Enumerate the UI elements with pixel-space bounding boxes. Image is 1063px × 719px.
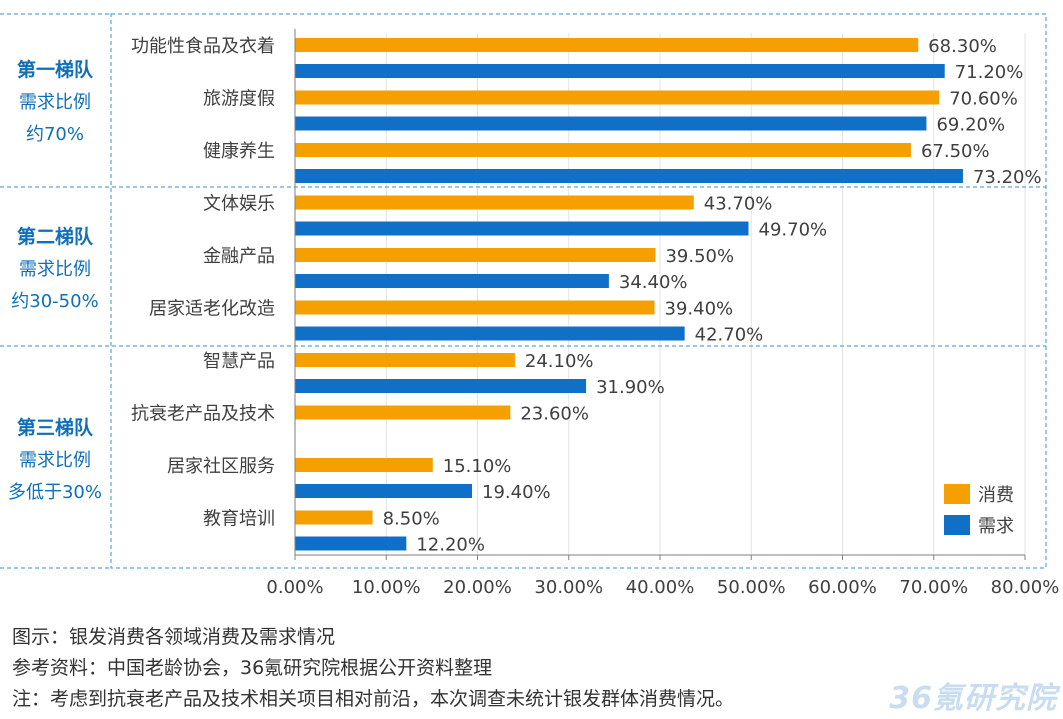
- data-label-consume: 67.50%: [921, 141, 990, 162]
- bar-consume: [295, 195, 694, 210]
- data-label-demand: 42.70%: [695, 325, 764, 346]
- category-label: 教育培训: [203, 509, 275, 530]
- bar-demand: [295, 274, 609, 288]
- category-label: 健康养生: [203, 141, 275, 162]
- category-label: 抗衰老产品及技术: [131, 404, 275, 425]
- bar-consume: [295, 90, 940, 105]
- category-label: 居家适老化改造: [149, 299, 275, 320]
- data-label-consume: 8.50%: [383, 509, 440, 530]
- x-tick-label: 10.00%: [352, 577, 421, 598]
- x-tick-label: 60.00%: [808, 577, 877, 598]
- bar-consume: [295, 405, 511, 420]
- category-label: 居家社区服务: [167, 456, 275, 477]
- tier-range: 约70%: [26, 124, 84, 145]
- x-tick-label: 40.00%: [626, 577, 695, 598]
- tier-desc: 需求比例: [19, 259, 91, 280]
- data-label-demand: 34.40%: [619, 272, 688, 293]
- x-tick-label: 20.00%: [443, 577, 512, 598]
- data-label-demand: 31.90%: [596, 377, 665, 398]
- category-label: 文体娱乐: [203, 194, 275, 215]
- bar-consume: [295, 143, 911, 157]
- tier-title: 第一梯队: [17, 58, 94, 81]
- data-label-consume: 39.40%: [665, 299, 734, 320]
- tier-range: 约30-50%: [11, 291, 98, 312]
- data-label-consume: 68.30%: [928, 36, 997, 57]
- bar-consume: [295, 353, 515, 367]
- tier-title: 第二梯队: [17, 225, 94, 248]
- data-label-consume: 23.60%: [520, 404, 589, 425]
- tier-title: 第三梯队: [17, 416, 94, 439]
- bar-demand: [295, 116, 927, 131]
- data-label-demand: 73.20%: [973, 167, 1042, 188]
- bar-demand: [295, 221, 749, 236]
- legend-label: 消费: [978, 485, 1014, 506]
- x-tick-label: 80.00%: [991, 577, 1060, 598]
- data-label-demand: 71.20%: [955, 62, 1024, 83]
- x-tick-label: 30.00%: [534, 577, 603, 598]
- x-tick-label: 0.00%: [266, 577, 323, 598]
- category-label: 旅游度假: [203, 89, 275, 110]
- data-label-demand: 49.70%: [759, 220, 828, 241]
- data-label-consume: 43.70%: [704, 194, 773, 215]
- bar-demand: [295, 484, 473, 498]
- legend-swatch: [944, 484, 970, 504]
- watermark-logo: 36氪研究院: [889, 681, 1057, 716]
- bar-demand: [295, 169, 963, 183]
- tier-desc: 需求比例: [19, 92, 91, 113]
- x-tick-label: 70.00%: [899, 577, 968, 598]
- legend-swatch: [944, 515, 970, 535]
- bar-consume: [295, 510, 373, 525]
- note-caption: 注：考虑到抗衰老产品及技术相关项目相对前沿，本次调查未统计银发群体消费情况。: [12, 688, 735, 710]
- data-label-demand: 19.40%: [482, 482, 551, 503]
- data-label-consume: 39.50%: [665, 246, 734, 267]
- data-label-consume: 15.10%: [443, 456, 512, 477]
- bar-consume: [295, 38, 919, 52]
- legend-label: 需求: [978, 516, 1014, 537]
- category-label: 智慧产品: [203, 351, 275, 372]
- source-caption: 参考资料：中国老龄协会，36氪研究院根据公开资料整理: [12, 657, 493, 679]
- bar-demand: [295, 326, 685, 341]
- bar-consume: [295, 458, 433, 472]
- tier-frame: [110, 13, 1047, 569]
- tier-range: 多低于30%: [8, 482, 102, 503]
- data-label-consume: 70.60%: [949, 89, 1018, 110]
- bar-demand: [295, 536, 407, 551]
- data-label-consume: 24.10%: [525, 351, 594, 372]
- category-label: 功能性食品及衣着: [131, 36, 275, 57]
- category-label: 金融产品: [203, 246, 275, 267]
- bar-demand: [295, 379, 587, 393]
- x-tick-label: 50.00%: [717, 577, 786, 598]
- bar-consume: [295, 300, 655, 315]
- figure-caption: 图示：银发消费各领域消费及需求情况: [12, 626, 336, 648]
- bar-demand: [295, 64, 945, 78]
- data-label-demand: 12.20%: [416, 535, 485, 556]
- bar-consume: [295, 248, 656, 262]
- tier-desc: 需求比例: [19, 450, 91, 471]
- data-label-demand: 69.20%: [936, 115, 1005, 136]
